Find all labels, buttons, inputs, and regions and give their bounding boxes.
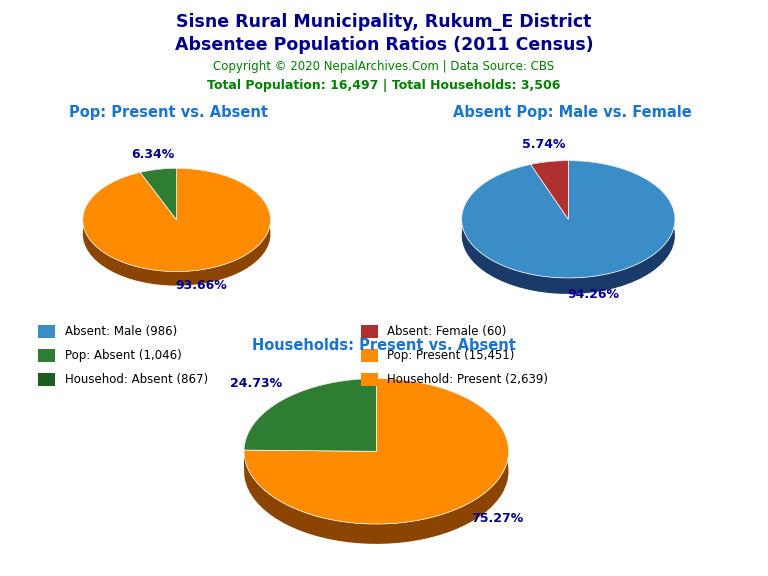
Text: Absentee Population Ratios (2011 Census): Absentee Population Ratios (2011 Census) [174,36,594,54]
Polygon shape [462,161,675,278]
Text: Absent: Female (60): Absent: Female (60) [387,325,506,338]
Text: Pop: Present vs. Absent: Pop: Present vs. Absent [69,105,269,120]
Text: Pop: Present (15,451): Pop: Present (15,451) [387,349,515,362]
Polygon shape [531,161,568,219]
Text: Copyright © 2020 NepalArchives.Com | Data Source: CBS: Copyright © 2020 NepalArchives.Com | Dat… [214,60,554,73]
Text: 6.34%: 6.34% [131,147,174,161]
Text: 75.27%: 75.27% [471,512,523,525]
Polygon shape [141,168,177,187]
Text: 93.66%: 93.66% [175,279,227,292]
Text: 94.26%: 94.26% [568,288,619,301]
Text: Households: Present vs. Absent: Households: Present vs. Absent [252,338,516,353]
Polygon shape [83,168,270,286]
Polygon shape [141,168,177,220]
Polygon shape [462,161,675,294]
Text: 24.73%: 24.73% [230,377,282,391]
Text: Absent Pop: Male vs. Female: Absent Pop: Male vs. Female [453,105,691,120]
Polygon shape [244,378,376,470]
Text: Sisne Rural Municipality, Rukum_E District: Sisne Rural Municipality, Rukum_E Distri… [177,13,591,31]
Text: Househod: Absent (867): Househod: Absent (867) [65,373,207,386]
Text: Total Population: 16,497 | Total Households: 3,506: Total Population: 16,497 | Total Househo… [207,79,561,93]
Text: Household: Present (2,639): Household: Present (2,639) [387,373,548,386]
Text: 5.74%: 5.74% [521,138,565,151]
Polygon shape [244,378,376,452]
Text: Pop: Absent (1,046): Pop: Absent (1,046) [65,349,181,362]
Text: Absent: Male (986): Absent: Male (986) [65,325,177,338]
Polygon shape [531,161,568,180]
Polygon shape [244,378,508,524]
Polygon shape [83,168,270,271]
Polygon shape [244,378,508,544]
